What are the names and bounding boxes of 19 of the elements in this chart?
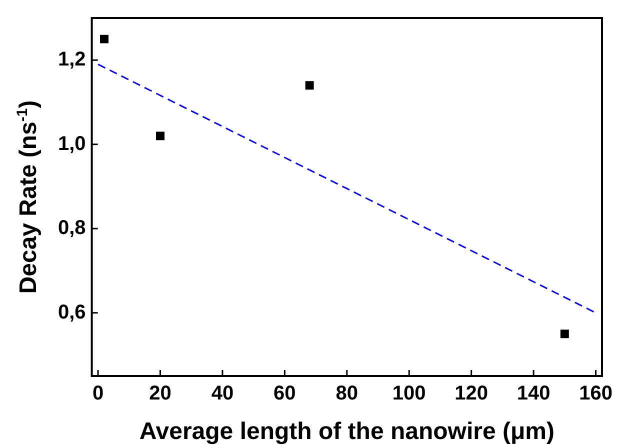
- x-tick-label: 0: [92, 382, 104, 405]
- x-tick-label: 120: [454, 382, 488, 405]
- point: [156, 132, 164, 140]
- x-tick-label: 40: [211, 382, 234, 405]
- x-axis-title: Average length of the nanowire (μm): [139, 418, 554, 445]
- point: [100, 34, 108, 44]
- x-tick-label: 80: [336, 382, 358, 405]
- point: [560, 330, 569, 338]
- x-tick-label: 160: [579, 382, 612, 405]
- x-tick-label: 100: [392, 382, 426, 405]
- x-tick-label: 20: [149, 382, 172, 405]
- point: [305, 81, 314, 90]
- y-tick-label: 0,8: [58, 217, 86, 240]
- y-tick-label: 0,6: [58, 301, 86, 324]
- y-axis-title: Decay Rate (ns-1): [14, 100, 42, 294]
- y-tick-label: 1,2: [58, 48, 86, 71]
- x-tick-label: 60: [274, 382, 296, 405]
- x-tick-label: 140: [516, 382, 550, 405]
- y-tick-label: 1,0: [58, 132, 86, 155]
